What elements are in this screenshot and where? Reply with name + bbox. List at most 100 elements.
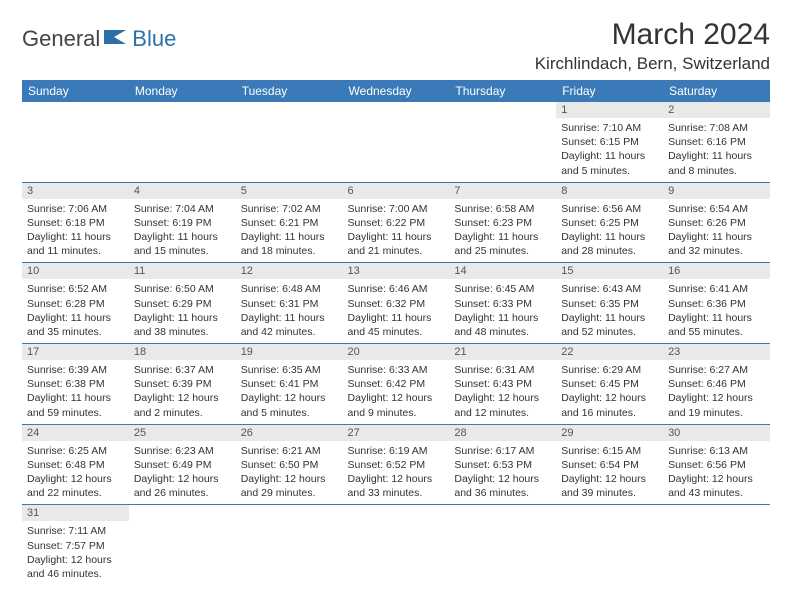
day-details: Sunrise: 6:37 AMSunset: 6:39 PMDaylight:… xyxy=(129,360,236,424)
day-details: Sunrise: 6:46 AMSunset: 6:32 PMDaylight:… xyxy=(343,279,450,343)
day-number: 4 xyxy=(129,183,236,199)
calendar-day-cell: 22Sunrise: 6:29 AMSunset: 6:45 PMDayligh… xyxy=(556,344,663,425)
calendar-day-cell: 18Sunrise: 6:37 AMSunset: 6:39 PMDayligh… xyxy=(129,344,236,425)
day-details: Sunrise: 6:33 AMSunset: 6:42 PMDaylight:… xyxy=(343,360,450,424)
day-number: 19 xyxy=(236,344,343,360)
calendar-day-cell: 1Sunrise: 7:10 AMSunset: 6:15 PMDaylight… xyxy=(556,102,663,182)
calendar-day-cell: 9Sunrise: 6:54 AMSunset: 6:26 PMDaylight… xyxy=(663,182,770,263)
day-number: 11 xyxy=(129,263,236,279)
calendar-day-cell: 7Sunrise: 6:58 AMSunset: 6:23 PMDaylight… xyxy=(449,182,556,263)
calendar-day-cell: 29Sunrise: 6:15 AMSunset: 6:54 PMDayligh… xyxy=(556,424,663,505)
day-details: Sunrise: 7:02 AMSunset: 6:21 PMDaylight:… xyxy=(236,199,343,263)
day-details: Sunrise: 6:15 AMSunset: 6:54 PMDaylight:… xyxy=(556,441,663,505)
day-details: Sunrise: 6:29 AMSunset: 6:45 PMDaylight:… xyxy=(556,360,663,424)
calendar-table: SundayMondayTuesdayWednesdayThursdayFrid… xyxy=(22,80,770,585)
calendar-day-cell: 10Sunrise: 6:52 AMSunset: 6:28 PMDayligh… xyxy=(22,263,129,344)
calendar-day-cell: 27Sunrise: 6:19 AMSunset: 6:52 PMDayligh… xyxy=(343,424,450,505)
calendar-empty-cell xyxy=(129,505,236,585)
weekday-header: Wednesday xyxy=(343,80,450,102)
logo: General Blue xyxy=(22,26,176,52)
calendar-empty-cell xyxy=(236,505,343,585)
day-details: Sunrise: 7:00 AMSunset: 6:22 PMDaylight:… xyxy=(343,199,450,263)
calendar-day-cell: 13Sunrise: 6:46 AMSunset: 6:32 PMDayligh… xyxy=(343,263,450,344)
day-details: Sunrise: 6:23 AMSunset: 6:49 PMDaylight:… xyxy=(129,441,236,505)
logo-flag-icon xyxy=(104,28,130,51)
day-number: 9 xyxy=(663,183,770,199)
day-number: 17 xyxy=(22,344,129,360)
day-number: 26 xyxy=(236,425,343,441)
day-details: Sunrise: 6:25 AMSunset: 6:48 PMDaylight:… xyxy=(22,441,129,505)
calendar-day-cell: 5Sunrise: 7:02 AMSunset: 6:21 PMDaylight… xyxy=(236,182,343,263)
weekday-header: Saturday xyxy=(663,80,770,102)
day-number: 16 xyxy=(663,263,770,279)
day-details: Sunrise: 6:50 AMSunset: 6:29 PMDaylight:… xyxy=(129,279,236,343)
day-number: 21 xyxy=(449,344,556,360)
day-number: 2 xyxy=(663,102,770,118)
day-details: Sunrise: 7:10 AMSunset: 6:15 PMDaylight:… xyxy=(556,118,663,182)
calendar-day-cell: 2Sunrise: 7:08 AMSunset: 6:16 PMDaylight… xyxy=(663,102,770,182)
calendar-week-row: 10Sunrise: 6:52 AMSunset: 6:28 PMDayligh… xyxy=(22,263,770,344)
weekday-header: Thursday xyxy=(449,80,556,102)
calendar-week-row: 31Sunrise: 7:11 AMSunset: 7:57 PMDayligh… xyxy=(22,505,770,585)
calendar-week-row: 24Sunrise: 6:25 AMSunset: 6:48 PMDayligh… xyxy=(22,424,770,505)
day-number: 7 xyxy=(449,183,556,199)
day-details: Sunrise: 6:35 AMSunset: 6:41 PMDaylight:… xyxy=(236,360,343,424)
calendar-empty-cell xyxy=(449,505,556,585)
month-title: March 2024 xyxy=(535,18,770,52)
calendar-day-cell: 14Sunrise: 6:45 AMSunset: 6:33 PMDayligh… xyxy=(449,263,556,344)
calendar-day-cell: 3Sunrise: 7:06 AMSunset: 6:18 PMDaylight… xyxy=(22,182,129,263)
calendar-week-row: 1Sunrise: 7:10 AMSunset: 6:15 PMDaylight… xyxy=(22,102,770,182)
day-number: 3 xyxy=(22,183,129,199)
day-details: Sunrise: 6:39 AMSunset: 6:38 PMDaylight:… xyxy=(22,360,129,424)
day-details: Sunrise: 6:13 AMSunset: 6:56 PMDaylight:… xyxy=(663,441,770,505)
calendar-day-cell: 24Sunrise: 6:25 AMSunset: 6:48 PMDayligh… xyxy=(22,424,129,505)
day-details: Sunrise: 6:45 AMSunset: 6:33 PMDaylight:… xyxy=(449,279,556,343)
calendar-empty-cell xyxy=(236,102,343,182)
day-number: 29 xyxy=(556,425,663,441)
weekday-header-row: SundayMondayTuesdayWednesdayThursdayFrid… xyxy=(22,80,770,102)
calendar-empty-cell xyxy=(343,102,450,182)
calendar-day-cell: 23Sunrise: 6:27 AMSunset: 6:46 PMDayligh… xyxy=(663,344,770,425)
day-number: 1 xyxy=(556,102,663,118)
calendar-day-cell: 17Sunrise: 6:39 AMSunset: 6:38 PMDayligh… xyxy=(22,344,129,425)
day-details: Sunrise: 6:27 AMSunset: 6:46 PMDaylight:… xyxy=(663,360,770,424)
day-number: 15 xyxy=(556,263,663,279)
logo-text-dark: General xyxy=(22,26,100,52)
title-block: March 2024 Kirchlindach, Bern, Switzerla… xyxy=(535,18,770,74)
day-details: Sunrise: 7:11 AMSunset: 7:57 PMDaylight:… xyxy=(22,521,129,585)
calendar-week-row: 17Sunrise: 6:39 AMSunset: 6:38 PMDayligh… xyxy=(22,344,770,425)
day-number: 25 xyxy=(129,425,236,441)
weekday-header: Tuesday xyxy=(236,80,343,102)
day-details: Sunrise: 7:04 AMSunset: 6:19 PMDaylight:… xyxy=(129,199,236,263)
calendar-day-cell: 12Sunrise: 6:48 AMSunset: 6:31 PMDayligh… xyxy=(236,263,343,344)
day-details: Sunrise: 6:21 AMSunset: 6:50 PMDaylight:… xyxy=(236,441,343,505)
day-details: Sunrise: 6:56 AMSunset: 6:25 PMDaylight:… xyxy=(556,199,663,263)
day-details: Sunrise: 7:06 AMSunset: 6:18 PMDaylight:… xyxy=(22,199,129,263)
day-number: 18 xyxy=(129,344,236,360)
calendar-empty-cell xyxy=(449,102,556,182)
calendar-day-cell: 15Sunrise: 6:43 AMSunset: 6:35 PMDayligh… xyxy=(556,263,663,344)
location: Kirchlindach, Bern, Switzerland xyxy=(535,54,770,74)
calendar-day-cell: 25Sunrise: 6:23 AMSunset: 6:49 PMDayligh… xyxy=(129,424,236,505)
day-number: 13 xyxy=(343,263,450,279)
day-details: Sunrise: 6:19 AMSunset: 6:52 PMDaylight:… xyxy=(343,441,450,505)
day-details: Sunrise: 6:48 AMSunset: 6:31 PMDaylight:… xyxy=(236,279,343,343)
calendar-week-row: 3Sunrise: 7:06 AMSunset: 6:18 PMDaylight… xyxy=(22,182,770,263)
day-number: 24 xyxy=(22,425,129,441)
calendar-day-cell: 19Sunrise: 6:35 AMSunset: 6:41 PMDayligh… xyxy=(236,344,343,425)
day-details: Sunrise: 6:17 AMSunset: 6:53 PMDaylight:… xyxy=(449,441,556,505)
day-number: 6 xyxy=(343,183,450,199)
day-number: 27 xyxy=(343,425,450,441)
day-number: 22 xyxy=(556,344,663,360)
calendar-day-cell: 4Sunrise: 7:04 AMSunset: 6:19 PMDaylight… xyxy=(129,182,236,263)
day-number: 5 xyxy=(236,183,343,199)
day-details: Sunrise: 6:43 AMSunset: 6:35 PMDaylight:… xyxy=(556,279,663,343)
day-number: 23 xyxy=(663,344,770,360)
day-number: 31 xyxy=(22,505,129,521)
logo-text-blue: Blue xyxy=(132,26,176,52)
day-details: Sunrise: 6:31 AMSunset: 6:43 PMDaylight:… xyxy=(449,360,556,424)
calendar-day-cell: 31Sunrise: 7:11 AMSunset: 7:57 PMDayligh… xyxy=(22,505,129,585)
weekday-header: Monday xyxy=(129,80,236,102)
calendar-day-cell: 11Sunrise: 6:50 AMSunset: 6:29 PMDayligh… xyxy=(129,263,236,344)
calendar-empty-cell xyxy=(129,102,236,182)
